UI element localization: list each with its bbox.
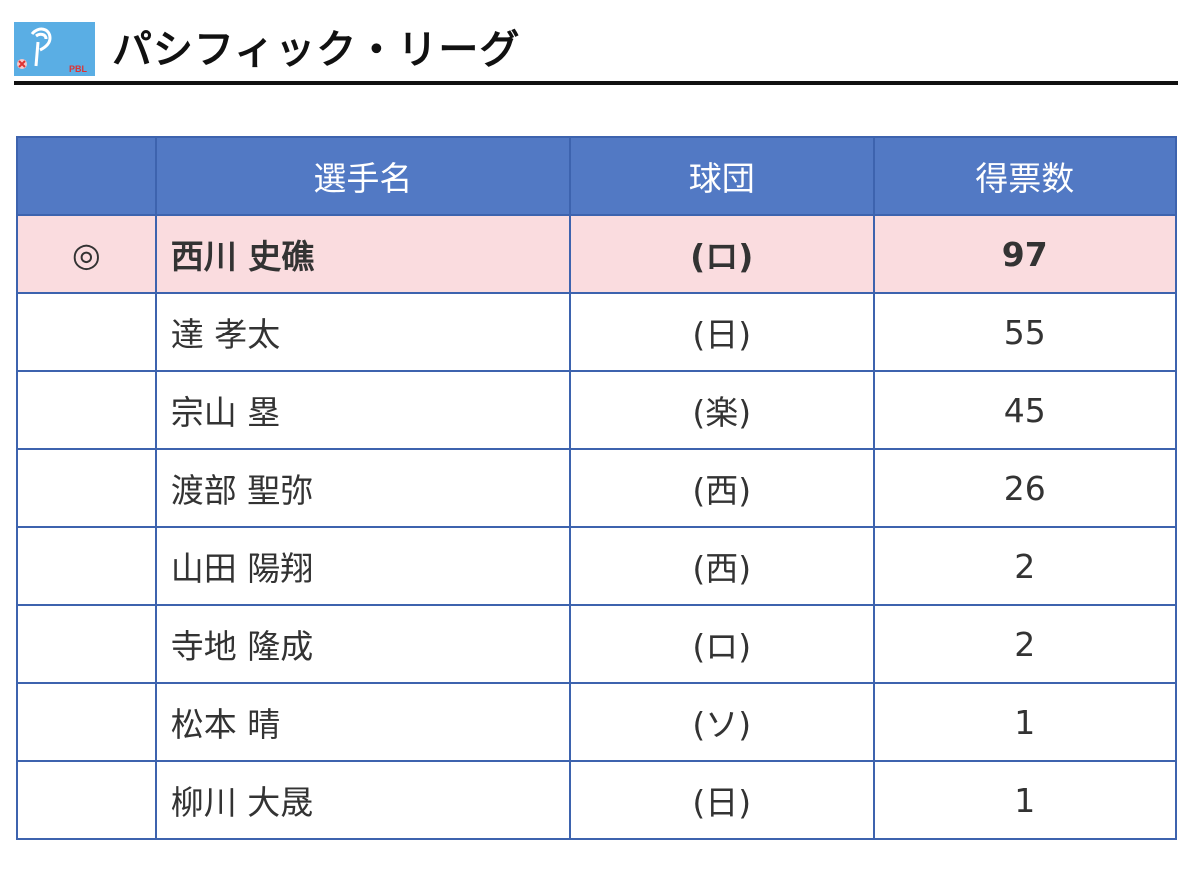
player-name: 宗山 塁 [154, 370, 572, 450]
team: (西) [569, 448, 875, 528]
team: (楽) [569, 370, 875, 450]
col-name: 選手名 [154, 136, 572, 216]
player-name: 山田 陽翔 [154, 526, 572, 606]
table-row: 宗山 塁 (楽) 45 [16, 370, 1177, 450]
team: (西) [569, 526, 875, 606]
winner-mark [16, 760, 157, 840]
votes: 2 [872, 526, 1177, 606]
page-title: パシフィック・リーグ [112, 27, 521, 73]
vote-table: 選手名 球団 得票数 ◎ 西川 史礁 (ロ) 97 達 孝太 (日) 55 宗山 塁 (楽) 45… [16, 136, 1177, 840]
player-name: 松本 晴 [154, 682, 572, 762]
team: (ロ) [569, 214, 875, 294]
col-team: 球団 [569, 136, 875, 216]
winner-mark [16, 526, 157, 606]
votes: 45 [872, 370, 1177, 450]
team: (日) [569, 292, 875, 372]
player-name: 寺地 隆成 [154, 604, 572, 684]
pbl-logo: PBL [14, 22, 95, 76]
votes: 1 [872, 682, 1177, 762]
player-name: 達 孝太 [154, 292, 572, 372]
player-name: 渡部 聖弥 [154, 448, 572, 528]
svg-text:PBL: PBL [69, 64, 88, 74]
title-divider [14, 81, 1178, 85]
winner-mark [16, 292, 157, 372]
votes: 1 [872, 760, 1177, 840]
winner-mark [16, 370, 157, 450]
player-name: 柳川 大晟 [154, 760, 572, 840]
winner-mark: ◎ [16, 214, 157, 294]
table-row: 柳川 大晟 (日) 1 [16, 760, 1177, 840]
votes: 2 [872, 604, 1177, 684]
col-votes: 得票数 [872, 136, 1177, 216]
player-name: 西川 史礁 [154, 214, 572, 294]
table-row: 寺地 隆成 (ロ) 2 [16, 604, 1177, 684]
table-row: 山田 陽翔 (西) 2 [16, 526, 1177, 606]
team: (ソ) [569, 682, 875, 762]
table-row: 達 孝太 (日) 55 [16, 292, 1177, 372]
col-mark [16, 136, 157, 216]
votes: 55 [872, 292, 1177, 372]
table-row: ◎ 西川 史礁 (ロ) 97 [16, 214, 1177, 294]
team: (ロ) [569, 604, 875, 684]
votes: 26 [872, 448, 1177, 528]
table-row: 渡部 聖弥 (西) 26 [16, 448, 1177, 528]
team: (日) [569, 760, 875, 840]
votes: 97 [872, 214, 1177, 294]
winner-mark [16, 604, 157, 684]
table-header: 選手名 球団 得票数 [16, 136, 1177, 216]
winner-mark [16, 682, 157, 762]
winner-mark [16, 448, 157, 528]
table-row: 松本 晴 (ソ) 1 [16, 682, 1177, 762]
